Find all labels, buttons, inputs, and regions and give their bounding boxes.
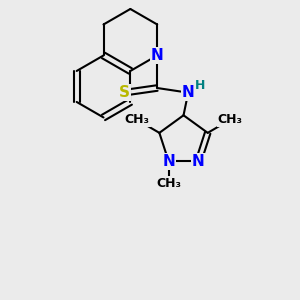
Text: CH₃: CH₃ <box>218 113 242 126</box>
Text: N: N <box>162 154 175 169</box>
Text: N: N <box>182 85 195 100</box>
Text: S: S <box>119 85 130 100</box>
Text: CH₃: CH₃ <box>124 113 150 126</box>
Text: H: H <box>195 79 205 92</box>
Text: N: N <box>192 154 205 169</box>
Text: CH₃: CH₃ <box>156 177 181 190</box>
Text: N: N <box>151 48 164 63</box>
